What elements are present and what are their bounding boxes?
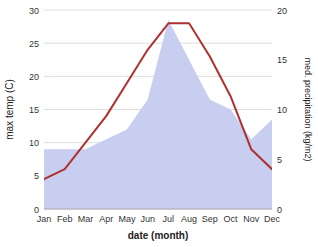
x-ticks: Jan Feb Mar Apr May Jun Jul Aug Sep Oct Nov Dec	[37, 214, 281, 224]
grid	[44, 10, 272, 209]
x-tick-label: Apr	[99, 214, 113, 224]
y-tick-label: 5	[34, 171, 39, 181]
x-tick-label: Jun	[140, 214, 155, 224]
y2-tick-label: 5	[277, 155, 282, 165]
chart: JanFebMarAprMayJunJulAugSepOctNovDec0510…	[0, 0, 318, 247]
grid-line	[44, 209, 272, 210]
x-tick-label: Feb	[57, 214, 73, 224]
y2-tick-label: 20	[277, 6, 287, 16]
plot-area	[44, 20, 272, 209]
y-tick-label: 15	[29, 105, 39, 115]
y-tick-label: 30	[29, 6, 39, 16]
grid-line	[44, 10, 272, 11]
y-tick-label: 10	[29, 138, 39, 148]
y-axis-label: max temp (C)	[4, 79, 15, 140]
y2-axis-label: med. precipitation (kg/m2)	[303, 57, 313, 161]
x-tick-label: Sep	[202, 214, 218, 224]
y-tick-label: 20	[29, 72, 39, 82]
x-tick-label: Mar	[78, 214, 94, 224]
y2-tick-label: 0	[277, 205, 282, 215]
area	[44, 20, 272, 209]
x-tick-label: May	[118, 214, 136, 224]
y2-tick-label: 10	[277, 105, 287, 115]
x-axis-line	[44, 209, 272, 210]
x-tick-label: Oct	[224, 214, 239, 224]
x-axis-label: date (month)	[128, 230, 189, 241]
y2-tick-label: 15	[277, 55, 287, 65]
line	[44, 23, 272, 179]
x-tick-label: Nov	[243, 214, 260, 224]
x-tick-label: Aug	[181, 214, 197, 224]
y-ticks: 0 5 10 15 20 25 30	[29, 6, 39, 215]
x-tick-label: Dec	[264, 214, 281, 224]
x-tick-label: Jul	[163, 214, 175, 224]
y2-ticks: 0 5 10 15 20	[277, 6, 287, 215]
y-tick-label: 0	[34, 205, 39, 215]
x-tick-label: Jan	[37, 214, 52, 224]
grid-line	[44, 43, 272, 44]
y-tick-label: 25	[29, 39, 39, 49]
